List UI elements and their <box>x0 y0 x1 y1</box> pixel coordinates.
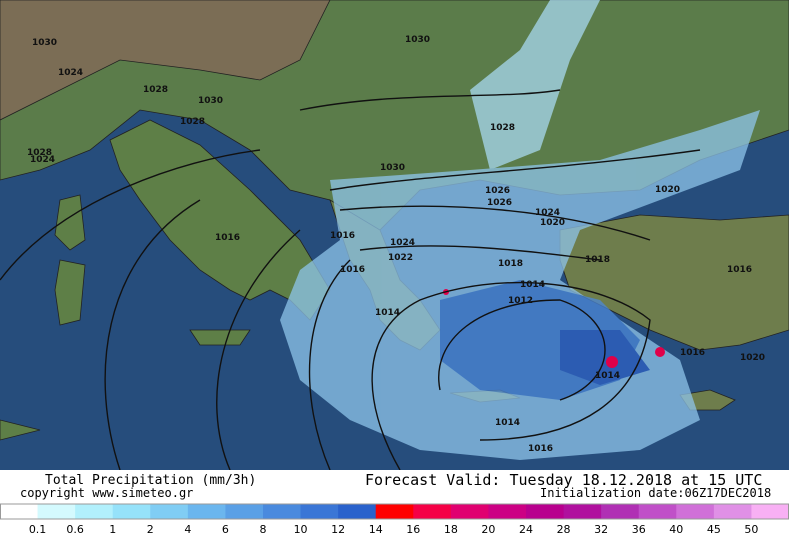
color-swatch <box>638 504 677 519</box>
heavy-precipitation <box>443 289 665 368</box>
color-swatch <box>37 504 76 519</box>
color-swatch <box>0 504 39 519</box>
color-swatch <box>488 504 527 519</box>
isobar-label: 1024 <box>30 155 55 165</box>
colorbar-label: 10 <box>294 523 308 536</box>
color-swatch <box>676 504 715 519</box>
color-swatch <box>263 504 302 519</box>
precipitation <box>280 0 760 460</box>
color-swatch <box>338 504 377 519</box>
color-swatch <box>713 504 752 519</box>
colorbar-label: 18 <box>444 523 458 536</box>
color-swatch <box>526 504 565 519</box>
isobar-label: 1012 <box>508 296 533 306</box>
forecast-valid: Forecast Valid: Tuesday 18.12.2018 at 15… <box>365 471 762 489</box>
colorbar-label: 24 <box>519 523 533 536</box>
colorbar-label: 2 <box>147 523 154 536</box>
isobar-label: 1030 <box>380 163 405 173</box>
colorbar: 0.1 0.6 1 2 4 6 8 10 12 14 16 18 20 24 28 32 36 40 45 50 <box>0 503 789 536</box>
isobar-label: 1030 <box>198 96 223 106</box>
color-swatch <box>187 504 226 519</box>
colorbar-label: 8 <box>260 523 267 536</box>
isobar-label: 1026 <box>485 186 510 196</box>
isobar-label: 1018 <box>585 255 610 265</box>
isobar-lines <box>0 89 701 471</box>
isobar-label: 1020 <box>655 185 680 195</box>
isobar-label: 1024 <box>58 68 83 78</box>
color-swatch <box>150 504 189 519</box>
isobar-label: 1028 <box>490 123 515 133</box>
isobar-label: 1014 <box>595 371 620 381</box>
color-swatch <box>751 504 789 519</box>
colorbar-label: 6 <box>222 523 229 536</box>
colorbar-label: 16 <box>406 523 420 536</box>
colorbar-label: 45 <box>707 523 721 536</box>
isobar-label: 1026 <box>487 198 512 208</box>
map-title: Total Precipitation (mm/3h) <box>45 473 256 488</box>
colorbar-label: 4 <box>184 523 191 536</box>
colorbar-label: 36 <box>632 523 646 536</box>
isobar-label: 1014 <box>495 418 520 428</box>
colorbar-label: 0.6 <box>66 523 84 536</box>
color-swatch <box>300 504 339 519</box>
colorbar-label: 50 <box>744 523 758 536</box>
isobar-label: 1024 <box>390 238 415 248</box>
colorbar-label: 32 <box>594 523 608 536</box>
color-swatch <box>375 504 414 519</box>
copyright: copyright www.simeteo.gr <box>20 486 193 500</box>
isobar-label: 1024 <box>535 208 560 218</box>
isobar-label: 1014 <box>520 280 545 290</box>
color-swatch <box>112 504 151 519</box>
isobar-label: 1030 <box>32 38 57 48</box>
isobar-labels: 1030 103010241028103010281024102810301028… <box>27 35 765 454</box>
isobar-label: 1016 <box>330 231 355 241</box>
colorbar-label: 1 <box>109 523 116 536</box>
isobar-label: 1016 <box>727 265 752 275</box>
isobar-label: 1022 <box>388 253 413 263</box>
color-swatch <box>563 504 602 519</box>
isobar-label: 1016 <box>215 233 240 243</box>
isobar-label: 1028 <box>180 117 205 127</box>
colorbar-label: 20 <box>481 523 495 536</box>
color-swatch <box>75 504 114 519</box>
isobar-label: 1020 <box>540 218 565 228</box>
init-date: Initialization date:06Z17DEC2018 <box>540 486 771 500</box>
isobar-label: 1018 <box>498 259 523 269</box>
color-swatch <box>225 504 264 519</box>
isobar-label: 1016 <box>680 348 705 358</box>
isobar-label: 1016 <box>340 265 365 275</box>
isobar-label: 1028 <box>143 85 168 95</box>
colorbar-label: 0.1 <box>29 523 47 536</box>
color-swatch <box>601 504 640 519</box>
isobar-label: 1028 <box>27 148 52 158</box>
colorbar-label: 28 <box>557 523 571 536</box>
isobar-label: 1020 <box>740 353 765 363</box>
colorbar-label: 12 <box>331 523 345 536</box>
isobar-label: 1014 <box>375 308 400 318</box>
isobar-label: 1030 <box>405 35 430 45</box>
colorbar-label: 40 <box>669 523 683 536</box>
color-swatch <box>413 504 452 519</box>
color-swatch <box>450 504 489 519</box>
isobar-label: 1016 <box>528 444 553 454</box>
colorbar-label: 14 <box>369 523 383 536</box>
